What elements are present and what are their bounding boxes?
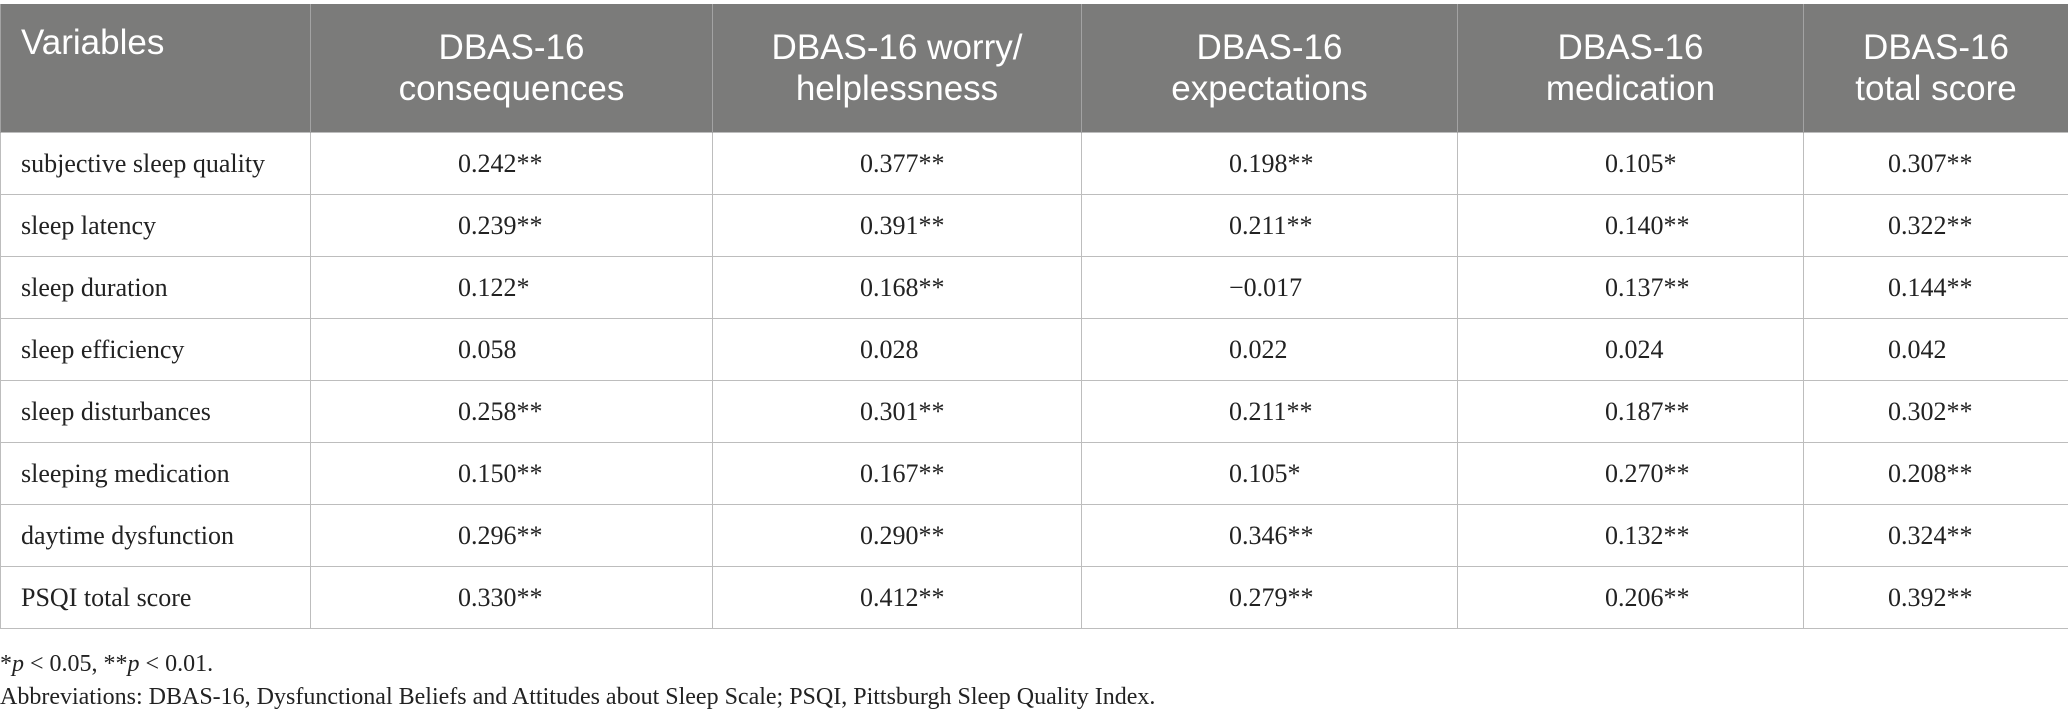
table-cell: 0.270**: [1457, 442, 1804, 505]
table-cell: 0.322**: [1803, 194, 2068, 257]
header-row: Variables DBAS-16 consequences DBAS-16 w…: [0, 4, 2068, 133]
table-cell: 0.296**: [310, 504, 713, 567]
row-label: sleep duration: [0, 256, 311, 319]
header-variables: Variables: [0, 4, 311, 133]
header-line: DBAS-16: [1196, 28, 1343, 67]
table-cell: 0.150**: [310, 442, 713, 505]
table-cell: 0.412**: [712, 566, 1082, 629]
table-cell: 0.168**: [712, 256, 1082, 319]
header-line: consequences: [398, 69, 625, 108]
table-cell: 0.137**: [1457, 256, 1804, 319]
table-cell: 0.330**: [310, 566, 713, 629]
header-dbas-expectations: DBAS-16 expectations: [1081, 4, 1458, 133]
table-cell: 0.122*: [310, 256, 713, 319]
correlation-table-container: Variables DBAS-16 consequences DBAS-16 w…: [0, 4, 2068, 629]
row-label: PSQI total score: [0, 566, 311, 629]
table-row: sleep duration 0.122* 0.168** −0.017 0.1…: [0, 256, 2068, 319]
table-cell: 0.211**: [1081, 194, 1458, 257]
table-cell: 0.391**: [712, 194, 1082, 257]
header-dbas-worry-helplessness: DBAS-16 worry/ helplessness: [712, 4, 1082, 133]
row-label: sleeping medication: [0, 442, 311, 505]
table-cell: 0.258**: [310, 380, 713, 443]
table-row: subjective sleep quality 0.242** 0.377**…: [0, 132, 2068, 195]
sig-star: **: [103, 651, 128, 677]
row-label: subjective sleep quality: [0, 132, 311, 195]
table-cell: 0.042: [1803, 318, 2068, 381]
table-cell: 0.302**: [1803, 380, 2068, 443]
row-label: sleep efficiency: [0, 318, 311, 381]
table-cell: 0.140**: [1457, 194, 1804, 257]
table-row: sleeping medication 0.150** 0.167** 0.10…: [0, 442, 2068, 505]
table-cell: 0.167**: [712, 442, 1082, 505]
table-cell: 0.028: [712, 318, 1082, 381]
header-line: DBAS-16: [1557, 28, 1704, 67]
table-header: Variables DBAS-16 consequences DBAS-16 w…: [0, 4, 2068, 133]
table-body: subjective sleep quality 0.242** 0.377**…: [0, 132, 2068, 629]
row-label: sleep disturbances: [0, 380, 311, 443]
table-cell: 0.187**: [1457, 380, 1804, 443]
table-cell: 0.279**: [1081, 566, 1458, 629]
table-cell: 0.198**: [1081, 132, 1458, 195]
header-line: Variables: [21, 23, 165, 62]
table-cell: −0.017: [1081, 256, 1458, 319]
table-cell: 0.346**: [1081, 504, 1458, 567]
p-symbol: p: [12, 651, 24, 677]
table-cell: 0.208**: [1803, 442, 2068, 505]
table-cell: 0.392**: [1803, 566, 2068, 629]
header-dbas-medication: DBAS-16 medication: [1457, 4, 1804, 133]
table-cell: 0.024: [1457, 318, 1804, 381]
table-row: sleep latency 0.239** 0.391** 0.211** 0.…: [0, 194, 2068, 257]
table-cell: 0.377**: [712, 132, 1082, 195]
table-cell: 0.324**: [1803, 504, 2068, 567]
table-cell: 0.144**: [1803, 256, 2068, 319]
table-row: sleep disturbances 0.258** 0.301** 0.211…: [0, 380, 2068, 443]
sig-star: *: [0, 651, 12, 677]
abbreviations-note: Abbreviations: DBAS-16, Dysfunctional Be…: [0, 684, 1156, 710]
table-cell: 0.301**: [712, 380, 1082, 443]
table-row: sleep efficiency 0.058 0.028 0.022 0.024…: [0, 318, 2068, 381]
table-cell: 0.058: [310, 318, 713, 381]
correlation-table: Variables DBAS-16 consequences DBAS-16 w…: [0, 4, 2068, 629]
header-line: expectations: [1171, 69, 1368, 108]
table-cell: 0.206**: [1457, 566, 1804, 629]
table-cell: 0.105*: [1081, 442, 1458, 505]
header-dbas-consequences: DBAS-16 consequences: [310, 4, 713, 133]
table-cell: 0.105*: [1457, 132, 1804, 195]
table-cell: 0.242**: [310, 132, 713, 195]
table-cell: 0.211**: [1081, 380, 1458, 443]
table-cell: 0.239**: [310, 194, 713, 257]
table-footnotes: *p < 0.05, **p < 0.01. Abbreviations: DB…: [0, 648, 1155, 714]
table-row: PSQI total score 0.330** 0.412** 0.279**…: [0, 566, 2068, 629]
header-line: total score: [1855, 69, 2017, 108]
header-line: helplessness: [795, 69, 999, 108]
table-row: daytime dysfunction 0.296** 0.290** 0.34…: [0, 504, 2068, 567]
header-line: DBAS-16: [438, 28, 585, 67]
significance-note: *p < 0.05, **p < 0.01.: [0, 648, 1155, 681]
header-line: DBAS-16: [1863, 28, 2009, 67]
header-line: DBAS-16 worry/: [771, 28, 1023, 67]
row-label: sleep latency: [0, 194, 311, 257]
sig-threshold: < 0.05,: [24, 651, 104, 677]
row-label: daytime dysfunction: [0, 504, 311, 567]
table-cell: 0.132**: [1457, 504, 1804, 567]
table-cell: 0.022: [1081, 318, 1458, 381]
header-dbas-total-score: DBAS-16 total score: [1803, 4, 2068, 133]
header-line: medication: [1545, 69, 1716, 108]
table-cell: 0.307**: [1803, 132, 2068, 195]
sig-threshold: < 0.01.: [139, 651, 214, 677]
table-cell: 0.290**: [712, 504, 1082, 567]
p-symbol: p: [127, 651, 140, 677]
